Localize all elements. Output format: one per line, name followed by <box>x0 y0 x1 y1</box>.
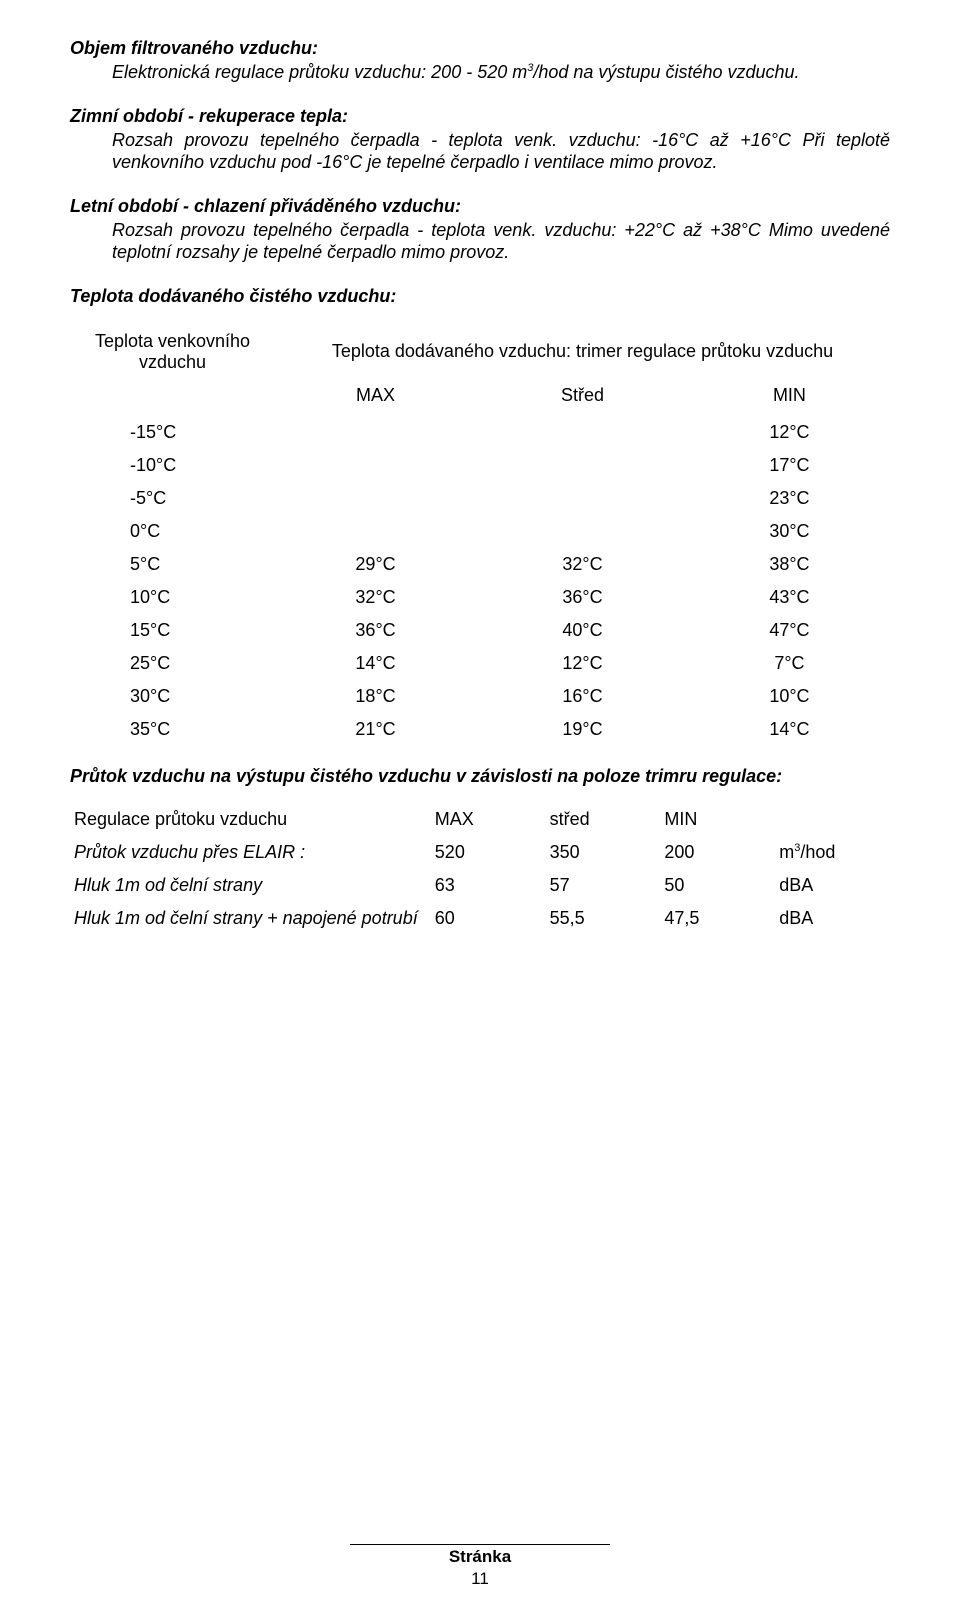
temp-mid-cell <box>476 416 689 449</box>
temp-outdoor-cell: -5°C <box>70 482 275 515</box>
temp-min-cell: 30°C <box>689 515 890 548</box>
flow-label-cell: Hluk 1m od čelní strany <box>70 869 431 902</box>
temp-min-cell: 38°C <box>689 548 890 581</box>
temp-max-cell: 36°C <box>275 614 476 647</box>
flow-unit-pre: m <box>779 842 794 862</box>
temp-max-cell <box>275 416 476 449</box>
footer-label: Stránka <box>449 1547 511 1566</box>
temp-min-cell: 23°C <box>689 482 890 515</box>
temp-min-cell: 12°C <box>689 416 890 449</box>
temp-outdoor-cell: -10°C <box>70 449 275 482</box>
temp-outdoor-cell: 30°C <box>70 680 275 713</box>
flow-h-min: MIN <box>660 803 775 836</box>
flow-header-row: Regulace průtoku vzduchu MAX střed MIN <box>70 803 890 836</box>
flow-row: Průtok vzduchu přes ELAIR :520350200m3/h… <box>70 836 890 869</box>
heading-flow: Průtok vzduchu na výstupu čistého vzduch… <box>70 766 890 787</box>
temperature-table: Teplota venkovního vzduchu Teplota dodáv… <box>70 325 890 746</box>
temp-min-cell: 47°C <box>689 614 890 647</box>
flow-max-cell: 63 <box>431 869 546 902</box>
temp-min-cell: 17°C <box>689 449 890 482</box>
flow-unit-suf: /hod <box>800 842 835 862</box>
temp-outdoor-cell: 15°C <box>70 614 275 647</box>
temp-row: -10°C 17°C <box>70 449 890 482</box>
flow-h-max: MAX <box>431 803 546 836</box>
summer-line1: Rozsah provozu tepelného čerpadla - tepl… <box>112 220 761 240</box>
volume-text-suf: /hod na výstupu čistého vzduchu. <box>533 62 799 82</box>
temp-row: -15°C 12°C <box>70 416 890 449</box>
flow-mid-cell: 350 <box>546 836 661 869</box>
th-min: MIN <box>689 379 890 416</box>
temp-min-cell: 43°C <box>689 581 890 614</box>
flow-label-cell: Hluk 1m od čelní strany + napojené potru… <box>70 902 431 935</box>
temp-mid-cell: 19°C <box>476 713 689 746</box>
temp-mid-cell <box>476 515 689 548</box>
heading-winter: Zimní období - rekuperace tepla: <box>70 106 890 127</box>
flow-mid-cell: 55,5 <box>546 902 661 935</box>
temp-mid-cell: 32°C <box>476 548 689 581</box>
flow-min-cell: 47,5 <box>660 902 775 935</box>
temp-outdoor-cell: 35°C <box>70 713 275 746</box>
temp-row: 35°C21°C19°C14°C <box>70 713 890 746</box>
temp-row: -5°C 23°C <box>70 482 890 515</box>
flow-label-cell: Průtok vzduchu přes ELAIR : <box>70 836 431 869</box>
flow-h-unit <box>775 803 890 836</box>
temp-outdoor-cell: 0°C <box>70 515 275 548</box>
page-footer: Stránka 11 <box>0 1544 960 1589</box>
para-summer: Rozsah provozu tepelného čerpadla - tepl… <box>70 219 890 264</box>
temp-max-cell <box>275 515 476 548</box>
flow-table: Regulace průtoku vzduchu MAX střed MIN P… <box>70 803 890 935</box>
volume-text-pre: Elektronická regulace průtoku vzduchu: 2… <box>112 62 527 82</box>
temp-max-cell: 29°C <box>275 548 476 581</box>
flow-h-mid: střed <box>546 803 661 836</box>
temp-max-cell: 18°C <box>275 680 476 713</box>
th-outdoor: Teplota venkovního vzduchu <box>70 325 275 379</box>
temp-mid-cell: 36°C <box>476 581 689 614</box>
heading-summer: Letní období - chlazení přiváděného vzdu… <box>70 196 890 217</box>
temp-outdoor-cell: 5°C <box>70 548 275 581</box>
para-volume: Elektronická regulace průtoku vzduchu: 2… <box>70 61 890 84</box>
flow-mid-cell: 57 <box>546 869 661 902</box>
para-winter: Rozsah provozu tepelného čerpadla - tepl… <box>70 129 890 174</box>
temp-min-cell: 7°C <box>689 647 890 680</box>
temp-min-cell: 14°C <box>689 713 890 746</box>
temp-mid-cell <box>476 449 689 482</box>
th-mid: Střed <box>476 379 689 416</box>
temp-outdoor-cell: -15°C <box>70 416 275 449</box>
temp-row: 30°C18°C16°C10°C <box>70 680 890 713</box>
flow-max-cell: 60 <box>431 902 546 935</box>
temp-max-cell: 21°C <box>275 713 476 746</box>
temp-row: 0°C 30°C <box>70 515 890 548</box>
flow-unit-cell: dBA <box>775 902 890 935</box>
flow-unit-cell: m3/hod <box>775 836 890 869</box>
temp-row: 25°C14°C12°C7°C <box>70 647 890 680</box>
temp-row: 10°C32°C36°C43°C <box>70 581 890 614</box>
footer-rule <box>350 1544 610 1545</box>
heading-volume: Objem filtrovaného vzduchu: <box>70 38 890 59</box>
temp-min-cell: 10°C <box>689 680 890 713</box>
temp-outdoor-cell: 10°C <box>70 581 275 614</box>
temp-mid-cell: 12°C <box>476 647 689 680</box>
flow-row: Hluk 1m od čelní strany + napojené potru… <box>70 902 890 935</box>
flow-row: Hluk 1m od čelní strany635750dBA <box>70 869 890 902</box>
temp-max-cell <box>275 482 476 515</box>
th-max: MAX <box>275 379 476 416</box>
flow-min-cell: 50 <box>660 869 775 902</box>
temp-mid-cell: 40°C <box>476 614 689 647</box>
temp-max-cell <box>275 449 476 482</box>
temp-outdoor-cell: 25°C <box>70 647 275 680</box>
heading-delivered-temp: Teplota dodávaného čistého vzduchu: <box>70 286 890 307</box>
flow-unit-cell: dBA <box>775 869 890 902</box>
flow-min-cell: 200 <box>660 836 775 869</box>
winter-line1: Rozsah provozu tepelného čerpadla - tepl… <box>112 130 791 150</box>
temp-row: 15°C36°C40°C47°C <box>70 614 890 647</box>
temp-mid-cell <box>476 482 689 515</box>
temp-max-cell: 14°C <box>275 647 476 680</box>
footer-page-number: 11 <box>0 1569 960 1589</box>
temp-mid-cell: 16°C <box>476 680 689 713</box>
flow-h-label: Regulace průtoku vzduchu <box>70 803 431 836</box>
temp-row: 5°C29°C32°C38°C <box>70 548 890 581</box>
th-delivered: Teplota dodávaného vzduchu: trimer regul… <box>275 325 890 379</box>
temp-max-cell: 32°C <box>275 581 476 614</box>
flow-max-cell: 520 <box>431 836 546 869</box>
